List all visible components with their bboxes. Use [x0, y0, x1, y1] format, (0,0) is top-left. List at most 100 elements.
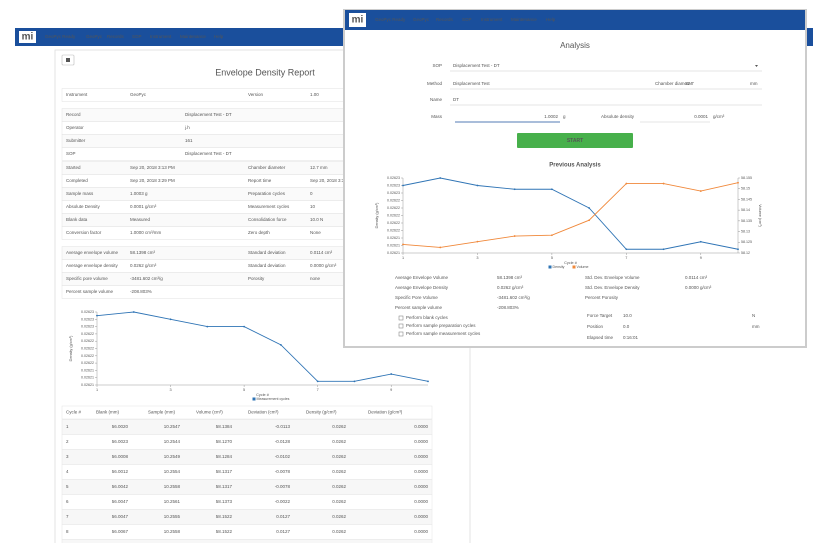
- data-point: [625, 182, 628, 185]
- info-label: Report time: [248, 178, 272, 183]
- table-cell: 6: [66, 499, 69, 504]
- info-label: Zero depth: [248, 230, 270, 235]
- legend-swatch: [252, 397, 256, 401]
- info-label: Absolute Density: [66, 204, 101, 209]
- info-value: 0.0262 g/cm³: [130, 263, 157, 268]
- info-label: Standard deviation: [248, 250, 286, 255]
- table-cell: -0.0113: [275, 424, 290, 429]
- x-tick-label: 1: [402, 256, 404, 260]
- report-title: Envelope Density Report: [215, 67, 315, 77]
- y-tick-label: 0.02621: [81, 368, 94, 372]
- stat-label: Percent sample volume: [395, 305, 443, 310]
- info-label: Submitter: [66, 138, 86, 143]
- table-cell: 0.0262: [332, 424, 346, 429]
- dropdown-caret[interactable]: [755, 65, 758, 67]
- x-tick-label: 7: [625, 256, 627, 260]
- table-cell: 0.0000: [414, 529, 428, 534]
- stat-label: Average Envelope Volume: [395, 275, 448, 280]
- table-cell: 58.1373: [216, 499, 233, 504]
- info-label: Preparation cycles: [248, 191, 286, 196]
- start-button[interactable]: [517, 133, 633, 148]
- data-line: [402, 182, 739, 248]
- checkbox[interactable]: [398, 331, 404, 337]
- table-cell: 4: [66, 469, 69, 474]
- info-label: Record: [66, 112, 81, 117]
- checkbox-label: Perform blank cycles: [406, 315, 449, 320]
- data-point: [699, 190, 702, 192]
- table-cell: 0.0262: [332, 469, 346, 474]
- table-cell: 0.0000: [414, 439, 428, 444]
- status-unit: N: [752, 313, 755, 318]
- y-tick-label: 0.02622: [387, 206, 400, 210]
- form-unit: mm: [750, 81, 758, 86]
- x-tick-label: 3: [476, 256, 478, 260]
- x-tick-label: 9: [390, 388, 392, 392]
- info-value: 0.0001 g/cm³: [130, 204, 157, 209]
- stat-label: Std. Dev. Envelope Density: [585, 285, 640, 290]
- table-cell: 0.0262: [332, 439, 346, 444]
- y2-tick-label: 58.14: [741, 208, 750, 212]
- checkbox[interactable]: [398, 315, 404, 321]
- table-cell: 0.0262: [332, 454, 346, 459]
- data-point: [439, 246, 442, 249]
- table-header-cell: Blank (mm): [96, 410, 120, 415]
- checkbox[interactable]: [398, 323, 404, 329]
- info-value: 1.0003 g: [130, 191, 148, 196]
- data-point: [476, 184, 479, 187]
- info-label: Porosity: [248, 276, 265, 281]
- table-cell: 7: [66, 514, 69, 519]
- x-tick-label: 5: [551, 256, 553, 260]
- info-label: Instrument: [66, 92, 88, 97]
- table-cell: 58.1284: [216, 454, 233, 459]
- info-label: Measurement cycles: [248, 204, 290, 209]
- table-header-cell: Deviation (g/cm³): [368, 410, 403, 415]
- y2-tick-label: 58.15: [741, 187, 750, 191]
- form-value: Displacement Test: [453, 81, 490, 86]
- data-point: [279, 343, 282, 346]
- y-tick-label: 0.02621: [81, 383, 94, 387]
- form-label: Mass: [431, 114, 443, 119]
- data-point: [390, 373, 393, 375]
- nav-status: GeoPyc Ready: [375, 17, 406, 22]
- y-tick-label: 0.02622: [81, 354, 94, 358]
- stat-value: 0.0114 cm³: [685, 275, 708, 280]
- table-cell: 10.2558: [164, 484, 181, 489]
- info-label: Operator: [66, 125, 84, 130]
- y-tick-label: 0.02623: [81, 325, 94, 329]
- data-point: [588, 207, 591, 209]
- form-value: Displacement Test - DT: [453, 63, 500, 68]
- stat-value: 0.0000 g/cm³: [685, 285, 712, 290]
- status-unit: mm: [752, 324, 760, 329]
- y-tick-label: 0.02621: [387, 251, 400, 255]
- table-cell: 0.0000: [414, 484, 428, 489]
- nav-item: Instrument: [150, 34, 172, 39]
- info-label: Conversion factor: [66, 230, 102, 235]
- form-label: Name: [430, 97, 443, 102]
- table-cell: 58.1384: [216, 424, 233, 429]
- nav-item: Maintenance: [511, 17, 537, 22]
- y-tick-label: 0.02623: [81, 310, 94, 314]
- table-cell: 56.0047: [112, 499, 129, 504]
- form-unit: g/cm³: [713, 114, 725, 119]
- nav-status: GeoPyc Ready: [45, 34, 76, 39]
- y-tick-label: 0.02621: [387, 236, 400, 240]
- info-value: none: [310, 276, 321, 281]
- table-cell: -0.0078: [275, 484, 291, 489]
- legend-swatch: [548, 265, 552, 269]
- x-tick-label: 7: [317, 388, 319, 392]
- stat-label: Specific Pore Volume: [395, 295, 438, 300]
- data-line: [402, 177, 739, 250]
- data-point: [513, 235, 516, 237]
- data-point: [662, 182, 665, 185]
- logo: mi: [352, 15, 364, 26]
- x-tick-label: 1: [96, 388, 98, 392]
- data-point: [402, 243, 404, 246]
- table-cell: 10.2547: [164, 424, 181, 429]
- nav-item: GeoPyc: [86, 34, 103, 39]
- info-value: 161: [185, 138, 193, 143]
- data-point: [699, 240, 702, 243]
- form-value: DT: [453, 97, 459, 102]
- y2-axis-label: Volume (cm³): [758, 204, 762, 227]
- table-cell: 0.0000: [414, 499, 428, 504]
